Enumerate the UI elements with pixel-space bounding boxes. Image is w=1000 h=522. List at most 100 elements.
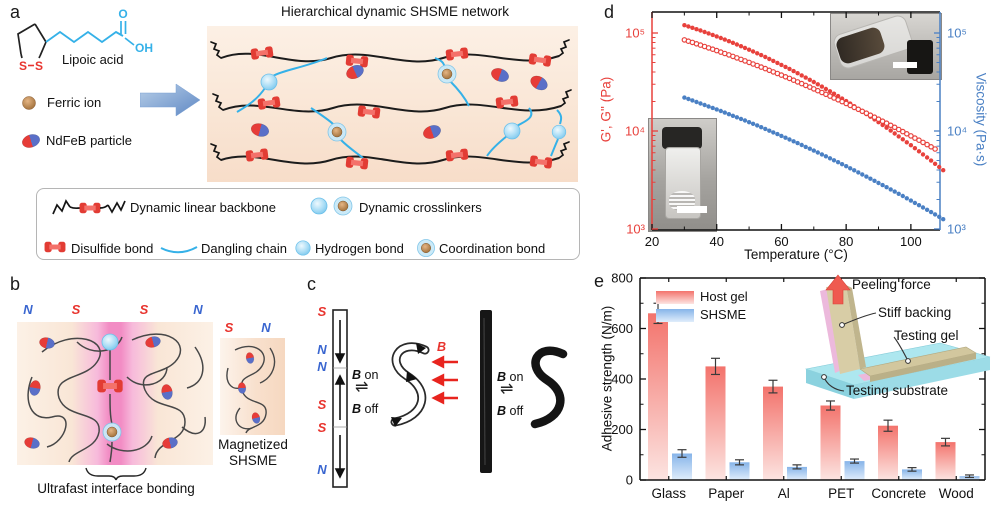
magnetized-caption-line2: SHSME [228, 453, 277, 468]
photo-s-shape [530, 346, 568, 429]
svg-text:0: 0 [626, 473, 633, 488]
panel-c: c [295, 270, 595, 522]
ferric-ion-icon [22, 96, 36, 110]
backbone-legend-label: Dynamic linear backbone [130, 200, 276, 215]
scale-bar [677, 206, 707, 213]
sulfur-atom-2: S [35, 59, 43, 73]
panel-e-label: e [594, 271, 605, 291]
dynamic-linear-backbone-icon [52, 199, 126, 215]
pole-s-2: S [139, 302, 149, 317]
category-label-wood: Wood [939, 486, 974, 501]
strip-pole-s3: S [317, 420, 327, 435]
substrate-right-face [854, 357, 990, 399]
pole-s-1: S [71, 302, 81, 317]
peel-test-inset [804, 274, 991, 399]
bars [648, 302, 980, 480]
svg-text:10⁵: 10⁵ [947, 26, 967, 41]
network-title: Hierarchical dynamic SHSME network [280, 4, 510, 19]
polymer-chains [27, 333, 206, 463]
axes-frame: 0 200 400 600 800 Glass Paper Al PET Concrete Wood [611, 271, 986, 501]
hydrogen-bond-node-1 [260, 73, 278, 91]
ndfeb-particle-label: NdFeB particle [46, 133, 132, 148]
backbone-chain-1 [220, 52, 560, 63]
equilibrium-arrows-2: ⇌ [500, 381, 514, 398]
strip-pole-s2: S [317, 397, 327, 412]
backing-vertical [826, 285, 860, 374]
panel-b: b N S S N [0, 270, 295, 522]
transformation-arrow-icon [140, 83, 201, 117]
brace-icon [85, 467, 147, 481]
magnetized-gel-drawing [226, 345, 276, 434]
testing-gel-label: Testing gel [894, 328, 959, 343]
strip-pole-n1: N [317, 342, 327, 357]
dangling-chains [236, 57, 563, 159]
pole-n-1: N [23, 302, 33, 317]
backbone-chain-3 [220, 155, 560, 165]
adhesion-bar-chart: 0 200 400 600 800 Glass Paper Al PET Concrete Wood [611, 271, 986, 501]
host-gel-legend-label: Host gel [700, 289, 748, 304]
coordination-bond-icon [417, 239, 435, 257]
pole-n-small: N [261, 320, 271, 335]
sol-vial-photo [830, 13, 942, 80]
field-b-label: B [437, 340, 447, 354]
svg-text:100: 100 [900, 234, 922, 249]
shsme-legend-label: SHSME [700, 307, 747, 322]
category-label-pet: PET [828, 486, 854, 501]
substrate-left-face [806, 369, 854, 399]
svg-text:20: 20 [645, 234, 659, 249]
strip-pole-n2: N [317, 359, 327, 374]
bar-shsme-wood [959, 476, 980, 480]
shape-memory-drawing [332, 309, 568, 488]
panel-a-label: a [10, 2, 21, 22]
coordination-bond-node-2 [327, 122, 347, 142]
magnetized-caption-line1: Magnetized [218, 437, 288, 452]
b-on-label-2: B on [497, 370, 524, 384]
bar-host-gel-wood [935, 442, 956, 480]
b-off-label-2: B off [497, 404, 524, 418]
hydrogen-bond-node-3 [551, 124, 567, 140]
ndfeb-in-network-2 [489, 65, 511, 85]
disulfide-legend-label: Disulfide bond [71, 241, 154, 256]
bonded-gel-drawing [23, 333, 206, 463]
coordination-legend-label: Coordination bond [439, 241, 546, 256]
ndfeb-in-network-3 [249, 121, 271, 139]
ndfeb-in-network-4 [421, 122, 443, 142]
bar-shsme-al [787, 466, 807, 480]
strip-pole-s1: S [317, 304, 327, 319]
dangling-chain-icon [160, 246, 198, 254]
ndfeb-particle-icon [20, 132, 42, 150]
b-on-label-1: B on [352, 368, 379, 382]
interface-bonding-caption: Ultrafast interface bonding [37, 481, 195, 496]
vial-cap-side [907, 40, 933, 74]
panel-d: d 20 40 60 80 100 10³ 10³ 10⁴ 10⁴ 10⁵ 10⁵ G', G'' … [590, 0, 1000, 266]
svg-text:40: 40 [709, 234, 723, 249]
bar-shsme-concrete [902, 469, 922, 480]
backing-vertical-side [846, 285, 866, 369]
shsme-swatch [656, 309, 694, 322]
svg-text:200: 200 [611, 422, 633, 437]
hydroxyl-group: OH [135, 41, 153, 55]
svg-text:10⁴: 10⁴ [625, 124, 645, 139]
temperature-axis-label: Temperature (°C) [744, 247, 848, 262]
alkyl-chain [45, 30, 124, 44]
pole-n-2: N [193, 302, 203, 317]
backing-edge [870, 353, 976, 382]
bar-host-gel-pet [820, 405, 841, 480]
svg-text:600: 600 [611, 321, 633, 336]
bar-shsme-pet [844, 461, 865, 480]
category-label-paper: Paper [708, 486, 745, 501]
svg-text:80: 80 [839, 234, 853, 249]
strip-pole-n3: N [317, 462, 327, 477]
axes-frame: 20 40 60 80 100 10³ 10³ 10⁴ 10⁴ 10⁵ 10⁵ [625, 11, 967, 249]
panel-e: e 0 200 400 600 800 Glass Paper Al PET Concrete Wo… [590, 265, 1000, 522]
viscosity-axis-label: Viscosity (Pa·s) [973, 72, 989, 167]
stiff-backing-label: Stiff backing [878, 305, 952, 320]
network-drawing [210, 39, 572, 170]
photo-flat-strip [480, 310, 492, 473]
svg-text:10⁵: 10⁵ [625, 26, 645, 41]
gel-vial-photo [648, 118, 717, 232]
b-off-label-1: B off [352, 402, 379, 416]
sulfur-atom-1: S [19, 59, 27, 73]
s-shape-outline [390, 342, 430, 427]
